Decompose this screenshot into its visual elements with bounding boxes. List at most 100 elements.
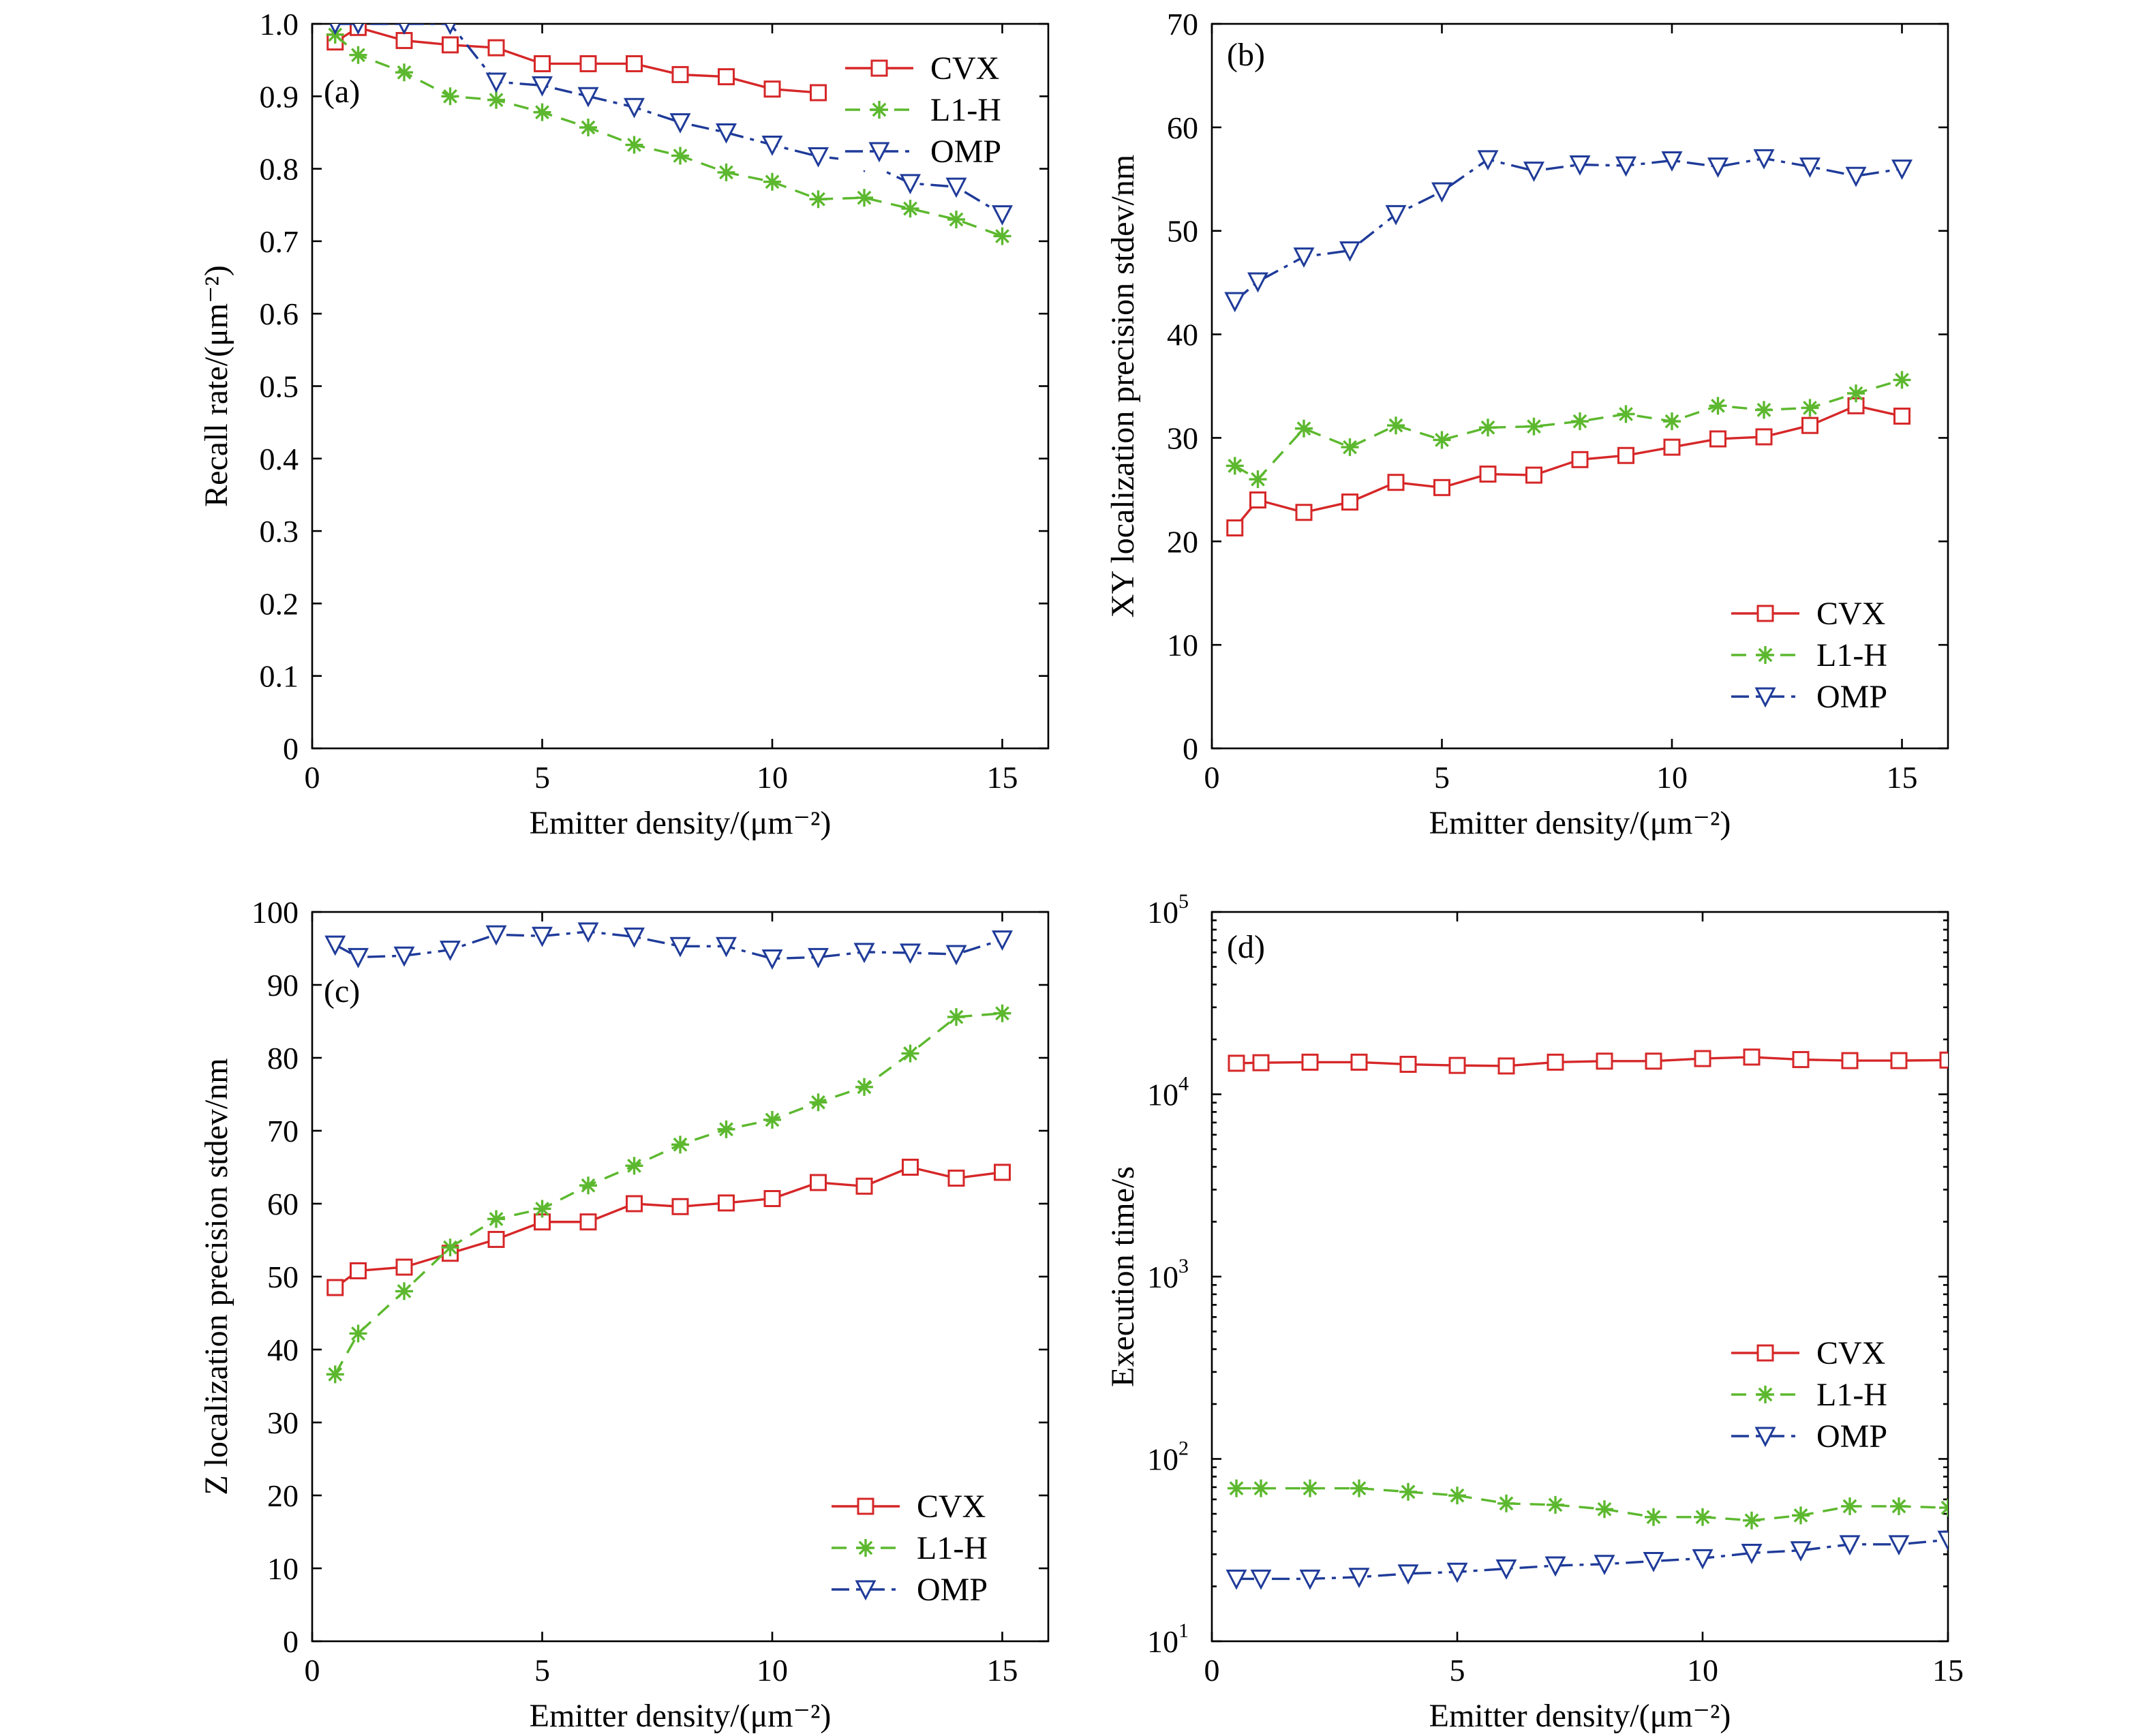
point-l1-h-asterisk-marker	[993, 1004, 1011, 1022]
y-tick-label: 50	[1167, 214, 1198, 249]
y-tick-label: 50	[267, 1260, 299, 1294]
point-omp-triangle-marker	[1661, 151, 1683, 172]
y-tick-label: 0.9	[260, 79, 299, 114]
point-omp-triangle-marker	[624, 927, 645, 948]
point-l1-h-asterisk-marker	[1547, 1495, 1564, 1514]
legend-label-l1-h: L1-H	[1816, 1377, 1887, 1413]
y-tick-label: 0.5	[260, 369, 299, 404]
chart-panel-c: 0 5 10 15 0 10 20 30 40 50 60 70 80 90 100 Emitter dens…	[198, 895, 1050, 1734]
point-l1-h-asterisk-marker	[1225, 457, 1244, 475]
point-cvx-square-marker	[534, 55, 551, 72]
y-tick-label: 0.2	[260, 586, 299, 621]
point-cvx-square-marker	[1547, 1053, 1564, 1071]
point-cvx-square-marker	[1228, 1054, 1245, 1072]
point-l1-h-asterisk-marker	[1939, 1499, 1948, 1517]
point-l1-h-asterisk-marker	[1399, 1482, 1417, 1501]
y-tick-label: 0.1	[260, 659, 299, 694]
point-omp-triangle-marker	[1937, 1530, 1948, 1551]
point-cvx-square-marker	[1709, 430, 1726, 448]
legend: CVX L1-H OMP	[832, 1489, 988, 1608]
point-cvx-square-marker	[326, 1279, 344, 1296]
point-l1-h-asterisk-marker	[1617, 405, 1635, 423]
point-omp-triangle-marker	[1477, 150, 1499, 171]
point-l1-h-asterisk-marker	[993, 227, 1011, 245]
x-axis-label: Emitter density/(μm⁻²)	[530, 1698, 832, 1734]
point-l1-h-asterisk-marker	[1249, 470, 1267, 489]
series-group	[1224, 149, 1913, 537]
legend-omp-triangle-marker	[868, 142, 890, 163]
point-cvx-square-marker	[994, 1163, 1011, 1181]
point-cvx-square-marker	[1433, 478, 1450, 496]
legend-omp-triangle-marker	[1754, 1427, 1776, 1448]
series-line-l1-h	[334, 33, 1003, 238]
point-omp-triangle-marker	[900, 943, 921, 964]
point-omp-triangle-marker	[761, 949, 783, 970]
legend-label-l1-h: L1-H	[930, 92, 1001, 128]
point-l1-h-asterisk-marker	[1295, 419, 1313, 438]
series-line-l1-h	[334, 1012, 1003, 1375]
point-omp-triangle-marker	[1431, 182, 1452, 203]
y-tick-label: 40	[1167, 318, 1198, 352]
legend-label-omp: OMP	[1816, 1418, 1887, 1455]
point-l1-h-asterisk-marker	[717, 163, 735, 181]
point-cvx-square-marker	[1792, 1051, 1810, 1069]
point-cvx-square-marker	[1525, 466, 1542, 484]
x-tick-label: 15	[1932, 1653, 1964, 1688]
point-l1-h-asterisk-marker	[1350, 1479, 1368, 1497]
y-tick-label: 103	[1147, 1255, 1189, 1294]
legend-label-cvx: CVX	[1816, 1335, 1885, 1371]
point-omp-triangle-marker	[352, 24, 364, 35]
legend-omp-triangle-marker	[855, 1580, 877, 1601]
point-l1-h-asterisk-marker	[1792, 1506, 1810, 1525]
y-axis-label: Z localization precision stdev/nm	[198, 1058, 234, 1495]
point-omp-triangle-marker	[945, 177, 967, 198]
x-axis-label: Emitter density/(μm⁻²)	[1429, 1698, 1731, 1734]
y-tick-label: 0	[283, 731, 299, 766]
point-cvx-square-marker	[395, 1258, 413, 1276]
point-cvx-square-marker	[1939, 1051, 1948, 1069]
point-l1-h-asterisk-marker	[855, 1078, 873, 1096]
series-line-l1-h	[1234, 378, 1902, 481]
y-tick-label: 60	[267, 1187, 299, 1221]
point-cvx-square-marker	[671, 1198, 689, 1215]
point-cvx-square-marker	[1755, 428, 1773, 446]
point-omp-triangle-marker	[1799, 157, 1821, 178]
point-cvx-square-marker	[1893, 408, 1910, 425]
point-omp-triangle-marker	[1293, 247, 1315, 268]
x-tick-label: 15	[1887, 760, 1918, 795]
point-l1-h-asterisk-marker	[855, 189, 873, 207]
point-omp-triangle-marker	[1845, 166, 1867, 187]
panel-label: (d)	[1227, 929, 1265, 965]
point-l1-h-asterisk-marker	[809, 1093, 827, 1112]
point-l1-h-asterisk-marker	[947, 1008, 965, 1026]
point-cvx-square-marker	[395, 31, 413, 49]
point-l1-h-asterisk-marker	[671, 147, 689, 165]
y-tick-label: 0.3	[260, 514, 299, 549]
chart-panel-a: 0 5 10 15 0 0.1 0.2 0.3 0.4 0.5 0.6 0.7 0.8 0.9 1.0 Emi…	[198, 7, 1050, 841]
point-omp-triangle-marker	[1569, 155, 1591, 176]
point-cvx-square-marker	[763, 1190, 781, 1208]
x-tick-label: 10	[1656, 760, 1688, 795]
point-cvx-square-marker	[1448, 1056, 1466, 1074]
point-omp-triangle-marker	[444, 24, 456, 35]
point-cvx-square-marker	[1890, 1052, 1908, 1069]
legend: CVX L1-H OMP	[1731, 1335, 1887, 1455]
series-line-cvx	[334, 1166, 1003, 1289]
y-tick-label: 0	[283, 1624, 299, 1659]
point-l1-h-asterisk-marker	[1387, 416, 1405, 435]
y-tick-label: 101	[1147, 1619, 1189, 1659]
point-l1-h-asterisk-marker	[1571, 412, 1589, 431]
point-omp-triangle-marker	[808, 947, 829, 969]
point-l1-h-asterisk-marker	[579, 1176, 597, 1195]
point-cvx-square-marker	[1497, 1057, 1515, 1075]
point-l1-h-asterisk-marker	[947, 211, 965, 229]
point-l1-h-asterisk-marker	[1847, 384, 1865, 403]
y-tick-label: 0.4	[260, 442, 299, 476]
point-omp-triangle-marker	[1299, 1569, 1321, 1590]
y-tick-label: 100	[252, 895, 299, 930]
y-axis-label: Execution time/s	[1105, 1166, 1141, 1387]
point-omp-triangle-marker	[1495, 1559, 1517, 1580]
x-axis-label: Emitter density/(μm⁻²)	[530, 805, 832, 841]
x-tick-label: 0	[305, 760, 320, 795]
